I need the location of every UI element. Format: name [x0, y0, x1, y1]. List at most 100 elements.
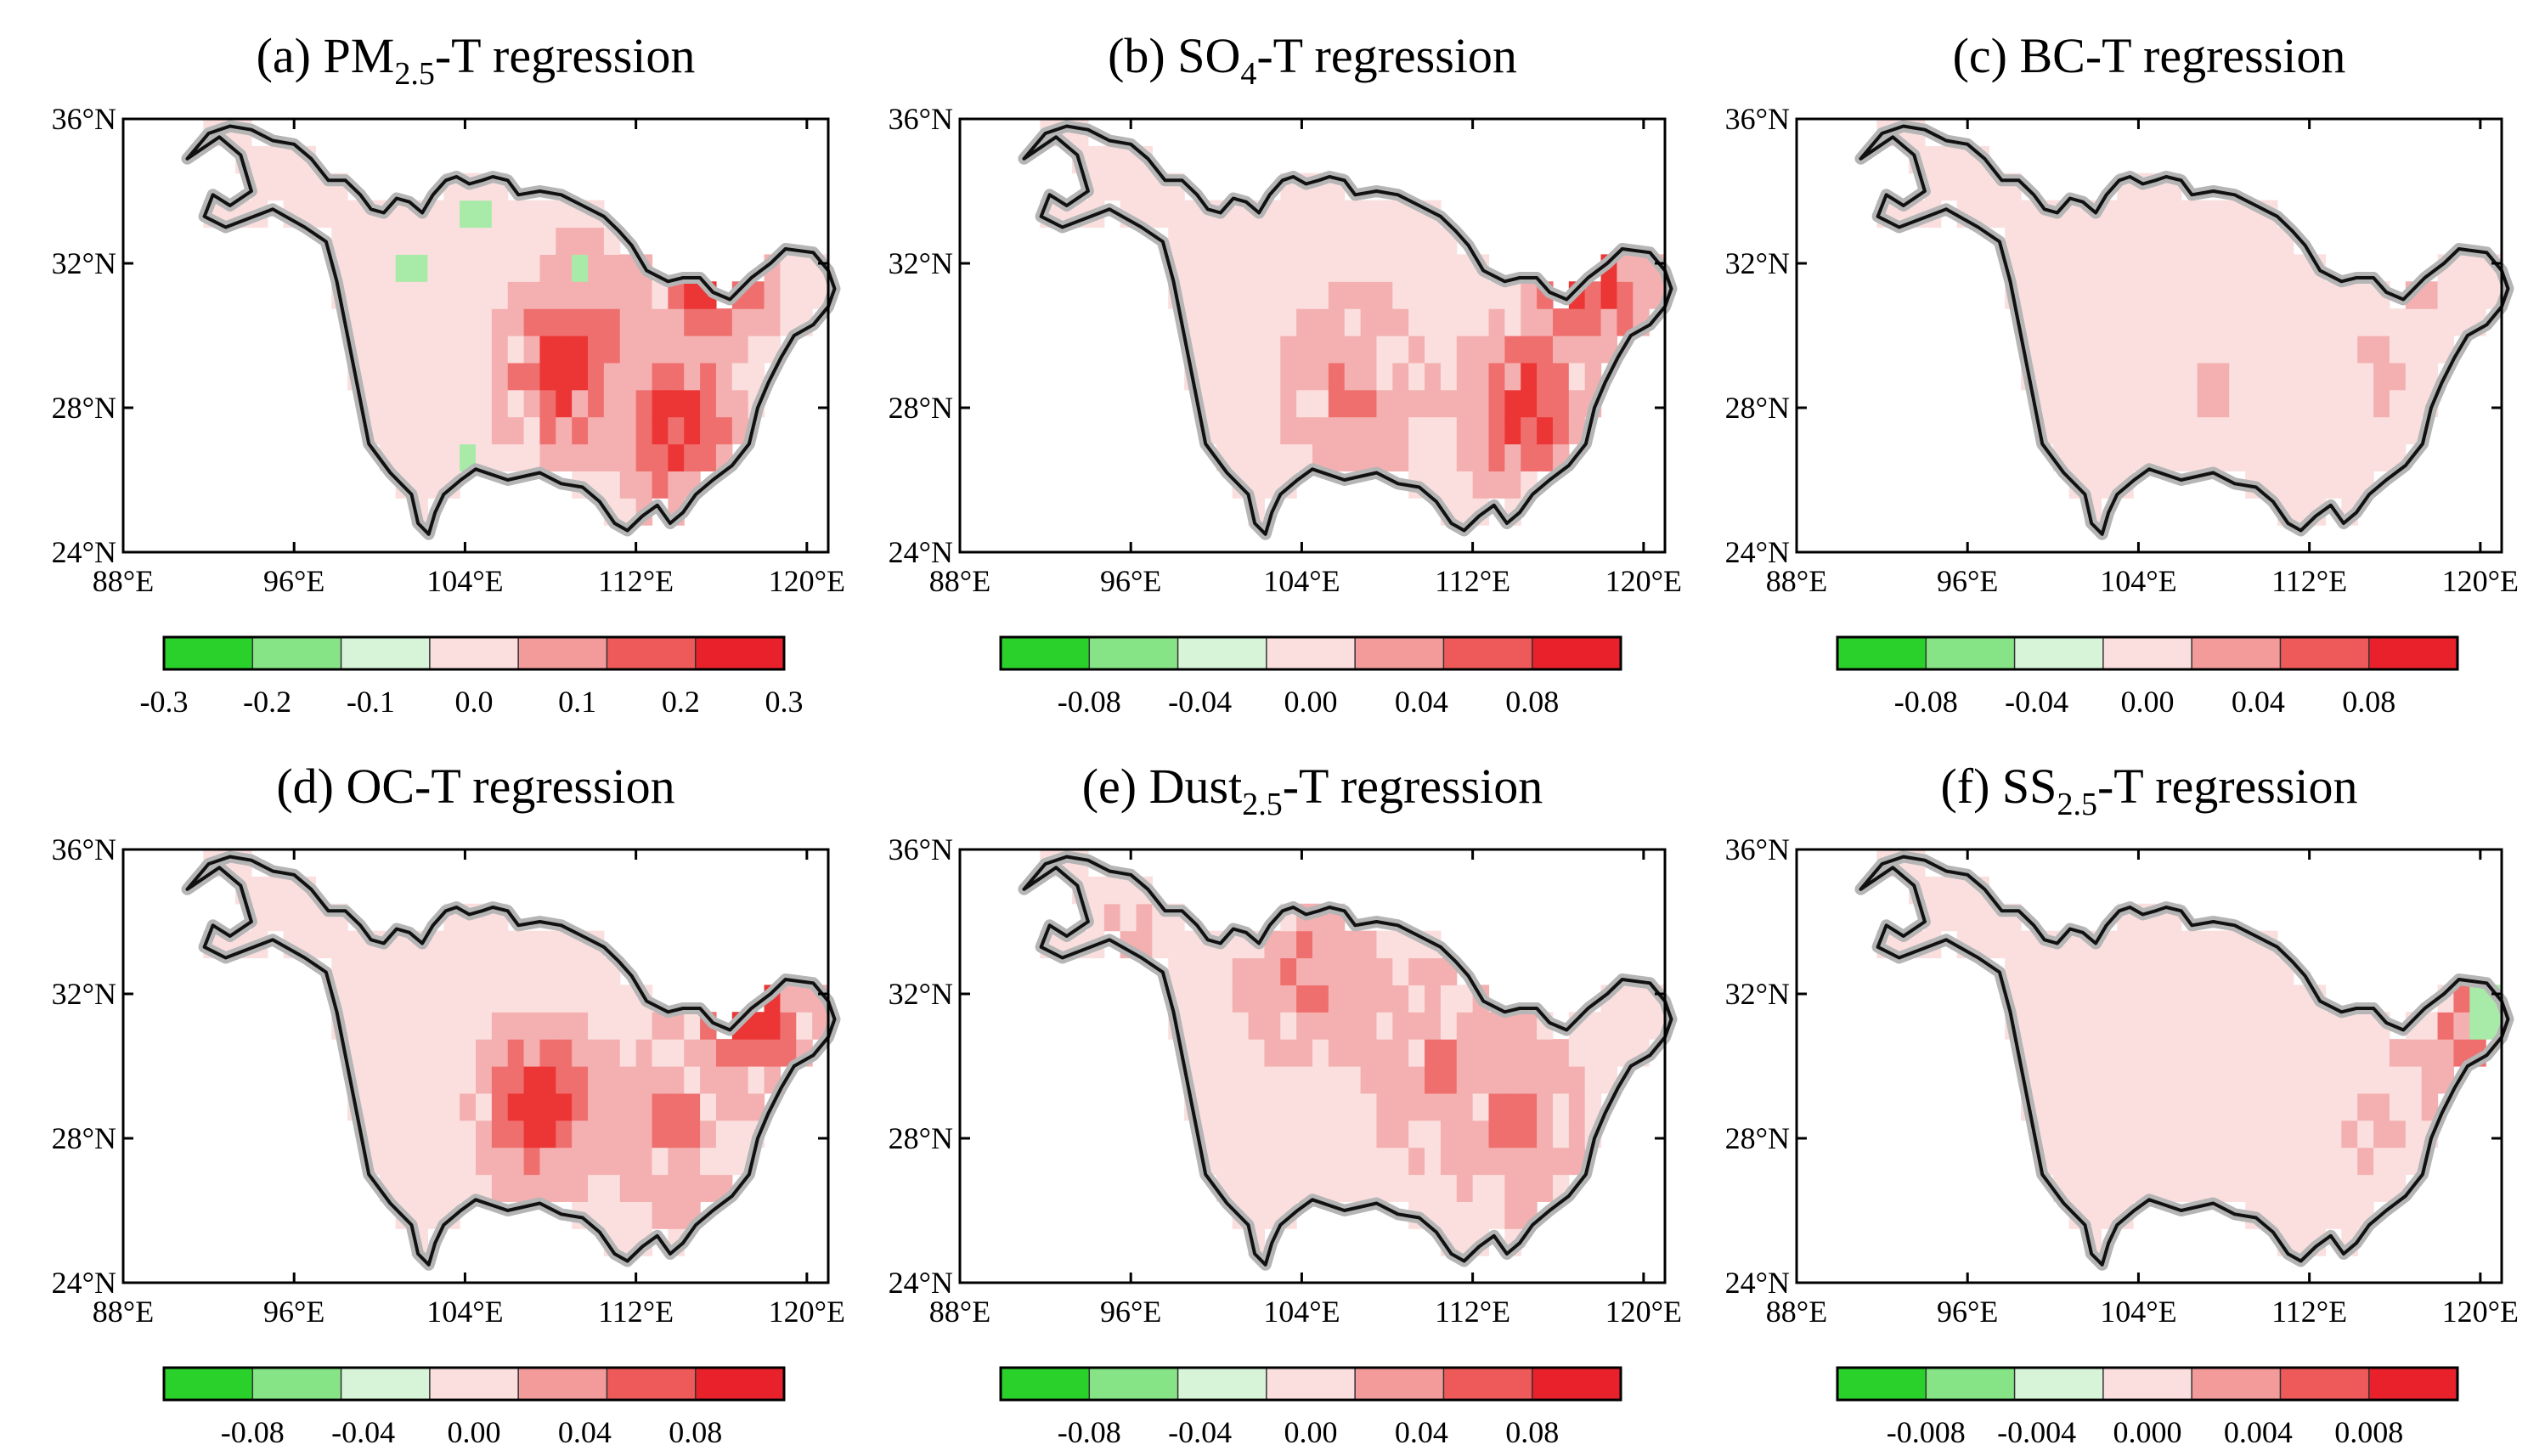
grid-cell [2213, 389, 2230, 418]
grid-cell [1184, 957, 1201, 985]
colorbar: -0.08 -0.04 0.00 0.04 0.08 [999, 635, 1622, 719]
grid-cell [2373, 308, 2390, 336]
lon-label: 104°E [426, 1295, 503, 1329]
grid-cell [1360, 1039, 1378, 1067]
panel-title: (b) SO4-T regression [1108, 28, 1517, 92]
grid-cell [2197, 227, 2215, 255]
grid-cell [507, 1012, 525, 1040]
grid-cell [1425, 957, 1442, 985]
grid-cell [2164, 281, 2182, 309]
grid-cell [1376, 1066, 1393, 1094]
grid-cell [2229, 985, 2246, 1013]
grid-cell [411, 1066, 429, 1094]
grid-cell [523, 227, 541, 255]
grid-cell [1600, 1012, 1618, 1040]
grid-cell [2325, 281, 2342, 309]
grid-cell [1232, 1039, 1250, 1067]
grid-cell [1456, 281, 1474, 309]
grid-cell [1504, 1092, 1521, 1121]
grid-cell [1232, 227, 1250, 255]
grid-cell [1584, 281, 1602, 309]
grid-cell [1456, 471, 1474, 499]
grid-cell [379, 1092, 397, 1121]
lon-label: 112°E [2271, 564, 2347, 598]
grid-cell [2277, 1066, 2294, 1094]
grid-cell [1344, 227, 1362, 255]
grid-cell [2245, 1174, 2262, 1202]
grid-cell [1472, 471, 1490, 499]
grid-cell [2036, 1012, 2054, 1040]
grid-cell [539, 362, 556, 391]
grid-cell [347, 1012, 364, 1040]
grid-cell [491, 336, 509, 364]
grid-cell [1360, 254, 1378, 282]
grid-cell [556, 957, 573, 985]
grid-cell [1568, 1066, 1586, 1094]
grid-cell [460, 336, 477, 364]
grid-cell [2197, 1120, 2215, 1148]
grid-cell [1408, 362, 1425, 391]
grid-cell [2036, 1066, 2054, 1094]
grid-cell [2341, 336, 2358, 364]
shading-grid [203, 119, 829, 526]
grid-cell [539, 957, 556, 985]
grid-cell [491, 1120, 509, 1148]
grid-cell [588, 1012, 605, 1040]
grid-cell [619, 1039, 637, 1067]
grid-cell [1425, 1120, 1442, 1148]
grid-cell [700, 308, 717, 336]
grid-cell [2021, 254, 2038, 282]
grid-cell [1360, 389, 1378, 418]
grid-cell [668, 1120, 685, 1148]
colorbar-swatch [2014, 637, 2104, 669]
grid-cell [2149, 281, 2166, 309]
grid-cell [1280, 254, 1297, 282]
grid-cell [1504, 1174, 1521, 1202]
grid-cell [619, 443, 637, 471]
grid-cell [603, 1039, 621, 1067]
grid-cell [668, 1039, 685, 1067]
grid-cell [1360, 957, 1378, 985]
lon-label: 112°E [1435, 564, 1510, 598]
grid-cell [1456, 1066, 1474, 1094]
grid-cell [363, 227, 381, 255]
lat-label: 28°N [889, 391, 953, 425]
grid-cell [379, 1066, 397, 1094]
grid-cell [1568, 1120, 1586, 1148]
grid-cell [2117, 1012, 2134, 1040]
grid-cell [668, 416, 685, 445]
grid-cell [491, 416, 509, 445]
grid-cell [491, 1039, 509, 1067]
grid-cell [2133, 1147, 2150, 1176]
panel-a: (a) PM2.5-T regression36°N32°N28°N24°N88… [52, 28, 845, 719]
grid-cell [1408, 1066, 1425, 1094]
grid-cell [2357, 1012, 2374, 1040]
grid-cell [1248, 957, 1266, 985]
grid-cell [2133, 308, 2150, 336]
grid-cell [684, 1039, 701, 1067]
grid-cell [2021, 227, 2038, 255]
grid-cell [1264, 1174, 1281, 1202]
grid-cell [1376, 985, 1393, 1013]
grid-cell [507, 1092, 525, 1121]
grid-cell [2149, 254, 2166, 282]
grid-cell [2117, 362, 2134, 391]
grid-cell [2133, 930, 2150, 959]
grid-cell [619, 1147, 637, 1176]
grid-cell [267, 172, 285, 201]
grid-cell [1521, 1174, 1538, 1202]
grid-cell [1312, 1120, 1329, 1148]
grid-cell [1488, 362, 1505, 391]
grid-cell [1376, 1147, 1393, 1176]
grid-cell [2197, 362, 2215, 391]
colorbar-swatch [2368, 1368, 2458, 1400]
grid-cell [1232, 1012, 1250, 1040]
grid-cell [2261, 1174, 2278, 1202]
grid-cell [2277, 281, 2294, 309]
grid-cell [668, 1201, 685, 1229]
grid-cell [331, 957, 348, 985]
grid-cell [491, 1147, 509, 1176]
grid-cell [1392, 1147, 1409, 1176]
grid-cell [684, 389, 701, 418]
grid-cell [1152, 930, 1169, 959]
